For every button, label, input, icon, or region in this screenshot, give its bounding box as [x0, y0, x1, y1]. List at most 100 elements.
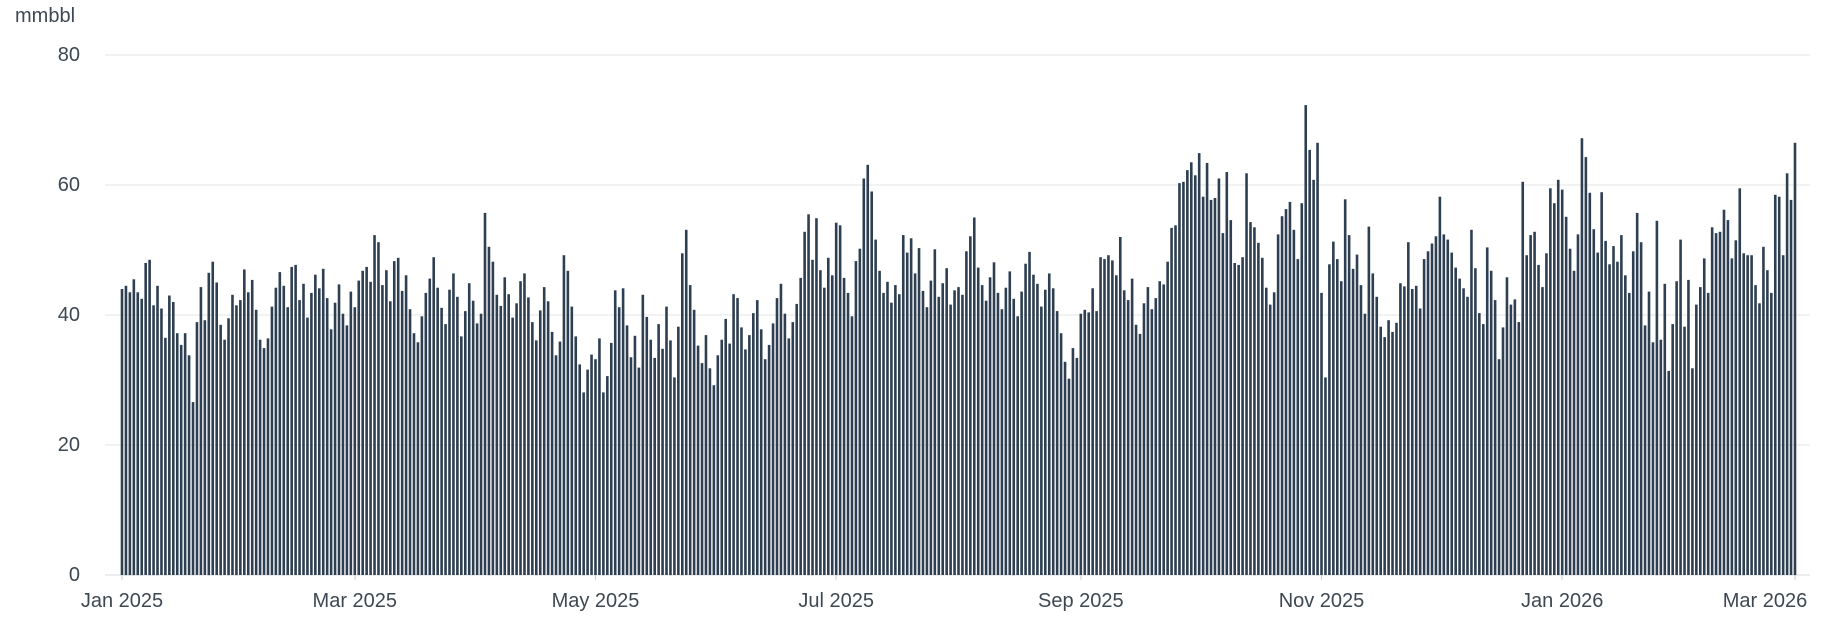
bar[interactable]	[1067, 378, 1071, 575]
bar[interactable]	[570, 306, 574, 575]
bar[interactable]	[1205, 162, 1209, 575]
bar[interactable]	[302, 283, 305, 575]
bar[interactable]	[333, 302, 337, 575]
bar[interactable]	[538, 310, 542, 575]
bar[interactable]	[1154, 298, 1158, 575]
bar[interactable]	[491, 261, 495, 575]
bar[interactable]	[321, 268, 325, 575]
bar[interactable]	[1521, 181, 1525, 576]
bar[interactable]	[684, 229, 688, 576]
bar[interactable]	[933, 249, 937, 576]
bar[interactable]	[1714, 233, 1718, 575]
bar[interactable]	[1789, 199, 1793, 575]
bar[interactable]	[246, 292, 250, 576]
bar[interactable]	[696, 345, 700, 575]
bar[interactable]	[365, 266, 368, 575]
bar[interactable]	[1773, 194, 1777, 576]
bar[interactable]	[507, 294, 510, 575]
bar[interactable]	[1770, 292, 1773, 575]
bar[interactable]	[1793, 142, 1797, 576]
bar[interactable]	[408, 309, 412, 575]
bar[interactable]	[992, 262, 996, 575]
bar[interactable]	[1221, 233, 1225, 575]
bar[interactable]	[724, 318, 727, 575]
bar[interactable]	[1379, 326, 1382, 575]
bar[interactable]	[1422, 259, 1426, 575]
bar[interactable]	[1750, 255, 1753, 575]
bar[interactable]	[566, 270, 570, 575]
bar[interactable]	[1150, 309, 1154, 575]
bar[interactable]	[412, 333, 416, 575]
bar[interactable]	[842, 277, 846, 575]
bar[interactable]	[341, 313, 345, 575]
bar[interactable]	[231, 294, 234, 575]
bar[interactable]	[385, 270, 388, 575]
bar[interactable]	[1197, 153, 1201, 575]
bar[interactable]	[511, 317, 514, 575]
bar[interactable]	[1111, 260, 1114, 575]
bar[interactable]	[1454, 267, 1457, 575]
bar[interactable]	[195, 322, 199, 575]
bar[interactable]	[1178, 183, 1181, 575]
bar[interactable]	[1513, 299, 1517, 575]
bar[interactable]	[1699, 287, 1702, 575]
bar[interactable]	[787, 338, 791, 575]
bar[interactable]	[1509, 304, 1513, 575]
bar[interactable]	[673, 377, 676, 575]
bar[interactable]	[1458, 278, 1461, 575]
bar[interactable]	[199, 287, 203, 575]
bar[interactable]	[1245, 173, 1248, 576]
bar[interactable]	[1426, 251, 1430, 576]
bar[interactable]	[1249, 222, 1252, 575]
bar[interactable]	[1320, 292, 1323, 575]
bar[interactable]	[1091, 288, 1094, 575]
bar[interactable]	[1553, 203, 1556, 575]
bar[interactable]	[128, 292, 132, 576]
bar[interactable]	[1679, 239, 1682, 575]
bar[interactable]	[392, 261, 396, 575]
bar[interactable]	[1020, 291, 1023, 575]
bar[interactable]	[314, 274, 317, 575]
bar[interactable]	[1217, 178, 1221, 576]
bar[interactable]	[1395, 322, 1398, 575]
bar[interactable]	[1718, 231, 1722, 576]
bar[interactable]	[1505, 277, 1509, 575]
bar[interactable]	[1162, 284, 1165, 575]
bar[interactable]	[1276, 234, 1280, 575]
bar[interactable]	[1201, 196, 1205, 575]
bar[interactable]	[602, 392, 605, 576]
bar[interactable]	[1418, 308, 1422, 576]
bar[interactable]	[1268, 304, 1272, 575]
bar[interactable]	[1190, 162, 1193, 576]
bar[interactable]	[748, 335, 751, 575]
bar[interactable]	[535, 340, 538, 576]
bar[interactable]	[613, 290, 617, 575]
bar[interactable]	[961, 294, 964, 575]
bar[interactable]	[1592, 229, 1596, 575]
bar[interactable]	[759, 329, 763, 575]
bar[interactable]	[215, 282, 218, 576]
bar[interactable]	[1138, 333, 1142, 576]
bar[interactable]	[1115, 275, 1118, 575]
bar[interactable]	[203, 320, 207, 575]
bar[interactable]	[1126, 300, 1130, 575]
bar[interactable]	[1182, 181, 1185, 576]
bar[interactable]	[649, 339, 653, 575]
bar[interactable]	[424, 292, 428, 575]
bar[interactable]	[755, 300, 759, 575]
bar[interactable]	[740, 327, 743, 576]
bar[interactable]	[1044, 289, 1047, 575]
bar[interactable]	[1612, 246, 1615, 575]
bar[interactable]	[463, 311, 467, 575]
bar[interactable]	[546, 301, 550, 575]
bar[interactable]	[1584, 157, 1588, 575]
bar[interactable]	[1107, 255, 1110, 575]
bar[interactable]	[1687, 279, 1690, 575]
bar[interactable]	[1481, 324, 1485, 575]
bar[interactable]	[1639, 242, 1643, 575]
bar[interactable]	[681, 253, 684, 576]
bar[interactable]	[1675, 281, 1678, 575]
bar[interactable]	[661, 348, 664, 575]
bar[interactable]	[688, 285, 692, 575]
bar[interactable]	[1450, 252, 1454, 575]
